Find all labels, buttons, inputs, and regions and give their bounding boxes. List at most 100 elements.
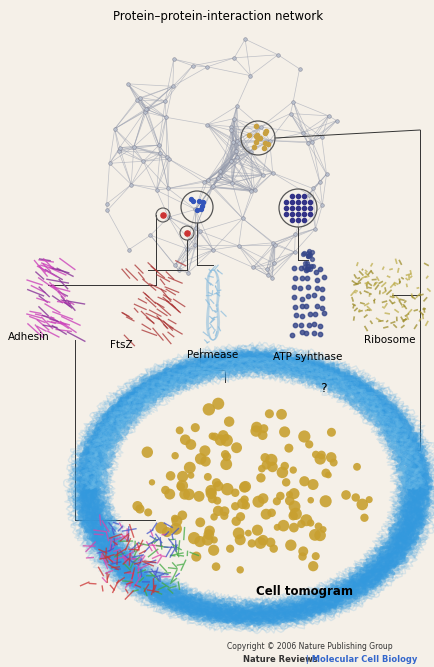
Point <box>257 472 264 483</box>
Point <box>205 404 212 415</box>
Point <box>253 129 260 140</box>
Point <box>300 215 307 225</box>
Point <box>233 135 240 146</box>
Point <box>266 135 273 146</box>
Point <box>308 136 315 147</box>
Point <box>292 508 299 519</box>
Point <box>247 186 254 197</box>
Point <box>319 308 326 319</box>
Point <box>197 204 204 215</box>
Point <box>254 496 261 507</box>
Point <box>306 203 313 213</box>
Point <box>309 479 316 490</box>
Point <box>305 319 312 330</box>
Point <box>190 533 197 544</box>
Point <box>282 477 289 488</box>
Point <box>211 432 218 442</box>
Point <box>214 506 221 516</box>
Point <box>227 125 234 136</box>
Point <box>171 514 178 524</box>
Point <box>192 551 199 562</box>
Point <box>288 191 295 201</box>
Point <box>210 535 217 546</box>
Point <box>233 101 240 111</box>
Point <box>288 209 295 219</box>
Point <box>236 564 243 575</box>
Point <box>232 516 239 526</box>
Point <box>252 426 259 436</box>
Point <box>221 449 228 460</box>
Point <box>294 203 301 213</box>
Point <box>222 459 229 470</box>
Point <box>305 250 312 261</box>
Point <box>268 462 275 472</box>
Point <box>308 254 315 265</box>
Point <box>304 247 311 258</box>
Point <box>286 496 293 506</box>
Point <box>305 245 312 256</box>
Point <box>289 465 296 476</box>
Point <box>308 247 315 257</box>
Point <box>208 494 215 504</box>
Point <box>286 489 293 500</box>
Point <box>303 258 310 269</box>
Point <box>231 501 238 512</box>
Point <box>260 143 267 153</box>
Point <box>270 258 277 269</box>
Point <box>125 244 132 255</box>
Point <box>166 489 173 500</box>
Point <box>231 488 238 498</box>
Point <box>290 501 297 512</box>
Point <box>296 319 303 330</box>
Point <box>216 165 223 176</box>
Point <box>247 70 253 81</box>
Point <box>282 209 289 219</box>
Point <box>302 263 309 274</box>
Point <box>209 244 216 255</box>
Point <box>227 155 234 166</box>
Point <box>306 197 313 207</box>
Point <box>319 272 326 283</box>
Point <box>253 525 260 536</box>
Point <box>249 262 256 273</box>
Point <box>219 430 226 441</box>
Point <box>187 193 194 204</box>
Text: Adhesin: Adhesin <box>8 332 49 342</box>
Point <box>256 133 263 143</box>
Point <box>104 205 111 216</box>
Point <box>220 506 227 516</box>
Point <box>156 148 163 159</box>
Point <box>258 464 265 474</box>
Point <box>273 496 279 506</box>
Point <box>248 538 255 549</box>
Point <box>241 481 248 492</box>
Point <box>191 240 198 251</box>
Point <box>280 427 287 438</box>
Point <box>235 528 242 539</box>
Point <box>300 209 307 219</box>
Point <box>228 177 235 188</box>
Point <box>289 510 296 521</box>
Point <box>191 422 198 433</box>
Point <box>184 267 191 278</box>
Point <box>236 534 243 545</box>
Point <box>309 561 316 572</box>
Point <box>106 158 113 169</box>
Point <box>309 319 316 329</box>
Point <box>306 264 313 275</box>
Point <box>318 292 325 303</box>
Point <box>322 468 329 478</box>
Point <box>302 515 309 526</box>
Point <box>144 447 151 458</box>
Point <box>312 551 319 562</box>
Point <box>289 96 296 107</box>
Point <box>303 137 310 148</box>
Point <box>257 121 264 132</box>
Point <box>111 123 118 134</box>
Point <box>164 212 171 223</box>
Point <box>214 481 221 492</box>
Point <box>203 119 210 130</box>
Point <box>130 141 137 152</box>
Point <box>193 205 200 215</box>
Point <box>133 95 140 105</box>
